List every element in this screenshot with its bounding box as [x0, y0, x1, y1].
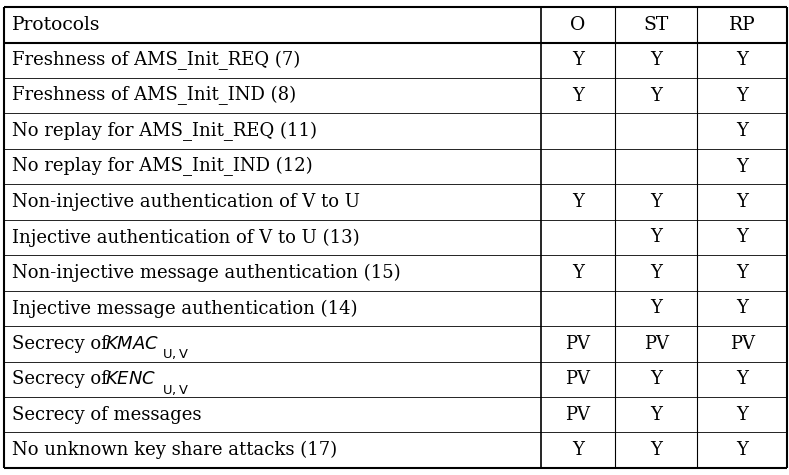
- Text: Non-injective authentication of V to U: Non-injective authentication of V to U: [12, 193, 360, 211]
- Text: Y: Y: [736, 264, 748, 282]
- Text: Y: Y: [650, 87, 662, 104]
- Text: Secrecy of: Secrecy of: [12, 335, 114, 353]
- Text: Y: Y: [736, 441, 748, 459]
- Text: Y: Y: [650, 51, 662, 69]
- Text: No unknown key share attacks (17): No unknown key share attacks (17): [12, 441, 337, 459]
- Text: Y: Y: [650, 370, 662, 388]
- Text: Y: Y: [736, 51, 748, 69]
- Text: Y: Y: [650, 228, 662, 247]
- Text: PV: PV: [644, 335, 669, 353]
- Text: Y: Y: [650, 264, 662, 282]
- Text: $\mathit{KMAC}$: $\mathit{KMAC}$: [105, 335, 159, 353]
- Text: Y: Y: [572, 87, 584, 104]
- Text: No replay for AMS_Init_IND (12): No replay for AMS_Init_IND (12): [12, 157, 312, 176]
- Text: PV: PV: [730, 335, 755, 353]
- Text: Non-injective message authentication (15): Non-injective message authentication (15…: [12, 264, 401, 282]
- Text: Y: Y: [572, 51, 584, 69]
- Text: Y: Y: [650, 406, 662, 424]
- Text: Secrecy of: Secrecy of: [12, 370, 114, 388]
- Text: Injective message authentication (14): Injective message authentication (14): [12, 299, 357, 317]
- Text: Freshness of AMS_Init_REQ (7): Freshness of AMS_Init_REQ (7): [12, 51, 300, 70]
- Text: $\mathit{KENC}$: $\mathit{KENC}$: [105, 370, 156, 388]
- Text: Secrecy of messages: Secrecy of messages: [12, 406, 201, 424]
- Text: PV: PV: [566, 406, 590, 424]
- Text: ST: ST: [644, 16, 669, 34]
- Text: Y: Y: [736, 87, 748, 104]
- Text: Y: Y: [736, 158, 748, 176]
- Text: Y: Y: [572, 441, 584, 459]
- Text: No replay for AMS_Init_REQ (11): No replay for AMS_Init_REQ (11): [12, 122, 317, 141]
- Text: Injective authentication of V to U (13): Injective authentication of V to U (13): [12, 228, 360, 247]
- Text: Y: Y: [736, 370, 748, 388]
- Text: Y: Y: [650, 193, 662, 211]
- Text: PV: PV: [566, 335, 590, 353]
- Text: Y: Y: [650, 441, 662, 459]
- Text: $\mathsf{U,V}$: $\mathsf{U,V}$: [162, 347, 189, 361]
- Text: O: O: [570, 16, 585, 34]
- Text: Freshness of AMS_Init_IND (8): Freshness of AMS_Init_IND (8): [12, 86, 296, 105]
- Text: PV: PV: [566, 370, 590, 388]
- Text: Y: Y: [736, 122, 748, 140]
- Text: Y: Y: [572, 264, 584, 282]
- Text: RP: RP: [729, 16, 756, 34]
- Text: Y: Y: [736, 299, 748, 317]
- Text: Y: Y: [736, 228, 748, 247]
- Text: Y: Y: [572, 193, 584, 211]
- Text: Protocols: Protocols: [12, 16, 100, 34]
- Text: $\mathsf{U,V}$: $\mathsf{U,V}$: [162, 383, 189, 397]
- Text: Y: Y: [736, 193, 748, 211]
- Text: Y: Y: [650, 299, 662, 317]
- Text: Y: Y: [736, 406, 748, 424]
